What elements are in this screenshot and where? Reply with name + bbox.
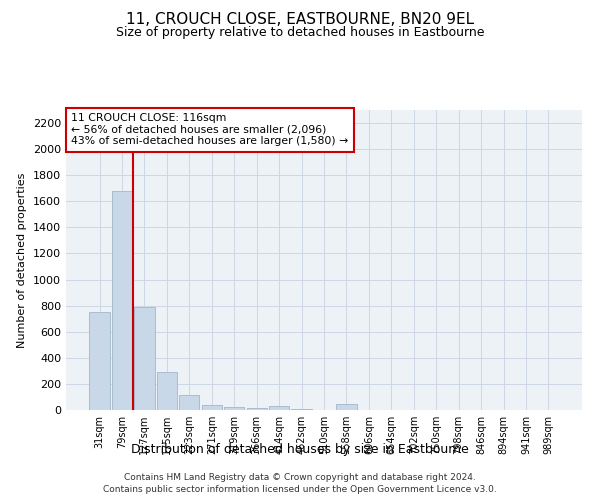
Bar: [157, 372, 177, 410]
Bar: [89, 312, 110, 410]
Bar: [112, 191, 132, 410]
Bar: [337, 404, 356, 410]
Bar: [224, 406, 244, 410]
Text: Distribution of detached houses by size in Eastbourne: Distribution of detached houses by size …: [131, 442, 469, 456]
Bar: [269, 406, 289, 410]
Bar: [202, 405, 222, 410]
Bar: [134, 307, 155, 410]
Bar: [179, 395, 199, 410]
Bar: [247, 408, 267, 410]
Text: Contains HM Land Registry data © Crown copyright and database right 2024.: Contains HM Land Registry data © Crown c…: [124, 472, 476, 482]
Text: 11, CROUCH CLOSE, EASTBOURNE, BN20 9EL: 11, CROUCH CLOSE, EASTBOURNE, BN20 9EL: [126, 12, 474, 28]
Bar: [292, 408, 311, 410]
Text: Size of property relative to detached houses in Eastbourne: Size of property relative to detached ho…: [116, 26, 484, 39]
Y-axis label: Number of detached properties: Number of detached properties: [17, 172, 28, 348]
Text: 11 CROUCH CLOSE: 116sqm
← 56% of detached houses are smaller (2,096)
43% of semi: 11 CROUCH CLOSE: 116sqm ← 56% of detache…: [71, 113, 349, 146]
Text: Contains public sector information licensed under the Open Government Licence v3: Contains public sector information licen…: [103, 485, 497, 494]
